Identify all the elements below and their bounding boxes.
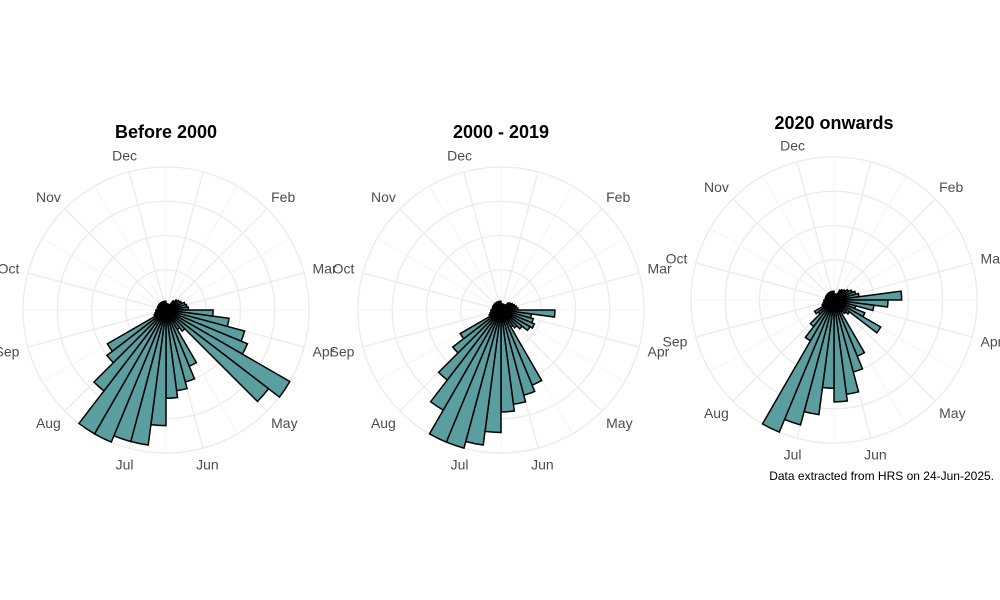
- month-label-dec: Dec: [780, 137, 805, 153]
- polar-chart-2: Feb Mar Apr May Jun Jul Aug Sep Oct Nov Dec 2000 - …: [330, 122, 672, 473]
- grid-spoke-minor: [838, 228, 959, 298]
- grid-spoke: [506, 272, 640, 310]
- month-label-feb: Feb: [271, 189, 295, 205]
- month-labels: Feb Mar Apr May Jun Jul Aug Sep Oct Nov Dec: [330, 147, 672, 472]
- grid-spoke-minor: [505, 238, 626, 308]
- month-label-jun: Jun: [196, 457, 219, 473]
- grid-spoke: [834, 161, 872, 295]
- polar-chart-1: Feb Mar Apr May Jun Jul Aug Sep Oct Nov Dec Before …: [0, 122, 337, 473]
- month-label-jul: Jul: [116, 457, 134, 473]
- month-label-aug: Aug: [371, 415, 396, 431]
- grid-spoke: [796, 161, 834, 295]
- month-label-jul: Jul: [451, 457, 469, 473]
- month-label-may: May: [939, 405, 965, 421]
- grid-spoke: [463, 171, 501, 305]
- grid-spoke: [362, 310, 496, 348]
- bars: [761, 288, 903, 434]
- grid-spoke-minor: [836, 175, 906, 296]
- month-label-jun: Jun: [864, 447, 887, 463]
- month-label-apr: Apr: [981, 333, 1000, 349]
- center-hub: [159, 303, 173, 317]
- grid-spoke: [27, 272, 161, 310]
- month-label-oct: Oct: [666, 251, 688, 267]
- month-label-apr: Apr: [313, 343, 335, 359]
- grid-spoke: [837, 303, 936, 402]
- bars: [428, 300, 556, 450]
- month-labels: Feb Mar Apr May Jun Jul Aug Sep Oct Nov Dec: [0, 147, 337, 472]
- month-label-nov: Nov: [371, 189, 396, 205]
- grid-spoke: [695, 300, 829, 338]
- grid-spoke-minor: [709, 302, 830, 372]
- month-label-may: May: [271, 415, 297, 431]
- grid-spoke: [171, 272, 305, 310]
- month-label-jun: Jun: [531, 457, 554, 473]
- chart-title: Before 2000: [115, 122, 217, 142]
- month-label-feb: Feb: [606, 189, 630, 205]
- month-label-mar: Mar: [313, 261, 337, 277]
- month-label-nov: Nov: [36, 189, 61, 205]
- polar-chart-3: Feb Mar Apr May Jun Jul Aug Sep Oct Nov Dec 2020 on…: [663, 113, 1000, 463]
- center-hub: [827, 293, 841, 307]
- grid-spoke: [169, 208, 268, 307]
- data-source-caption: Data extracted from HRS on 24-Jun-2025.: [769, 469, 994, 483]
- grid-spoke: [504, 313, 603, 412]
- month-label-dec: Dec: [447, 147, 472, 163]
- grid-spoke-minor: [94, 185, 164, 306]
- chart-title: 2000 - 2019: [453, 122, 549, 142]
- month-label-jul: Jul: [784, 447, 802, 463]
- grid-spoke-minor: [503, 185, 573, 306]
- month-label-aug: Aug: [36, 415, 61, 431]
- bars: [77, 298, 291, 446]
- grid-spoke-minor: [168, 185, 238, 306]
- grid-spoke-minor: [376, 238, 497, 308]
- month-label-sep: Sep: [0, 343, 20, 359]
- grid: [357, 166, 645, 454]
- month-label-aug: Aug: [704, 405, 729, 421]
- grid-spoke: [27, 310, 161, 348]
- grid-spoke: [166, 171, 204, 305]
- month-label-dec: Dec: [112, 147, 137, 163]
- month-label-sep: Sep: [663, 333, 688, 349]
- grid-spoke: [732, 198, 831, 297]
- month-label-feb: Feb: [939, 179, 963, 195]
- month-label-mar: Mar: [648, 261, 672, 277]
- month-label-mar: Mar: [981, 251, 1000, 267]
- grid-spoke: [128, 171, 166, 305]
- chart-title: 2020 onwards: [774, 113, 893, 133]
- grid-spoke-minor: [41, 238, 162, 308]
- grid-spoke: [64, 208, 163, 307]
- grid-spoke: [362, 272, 496, 310]
- grid-spoke: [399, 208, 498, 307]
- month-label-oct: Oct: [333, 261, 355, 277]
- month-label-apr: Apr: [648, 343, 670, 359]
- grid-spoke: [839, 262, 973, 300]
- month-label-may: May: [606, 415, 632, 431]
- center-hub: [494, 303, 508, 317]
- grid-spoke: [501, 171, 539, 305]
- grid-spoke-minor: [170, 238, 291, 308]
- grid-spoke: [837, 198, 936, 297]
- month-label-oct: Oct: [0, 261, 20, 277]
- month-label-nov: Nov: [704, 179, 729, 195]
- grid-spoke-minor: [709, 228, 830, 298]
- grid-spoke: [504, 208, 603, 307]
- month-label-sep: Sep: [330, 343, 355, 359]
- grid-spoke: [695, 262, 829, 300]
- grid-spoke-minor: [762, 175, 832, 296]
- month-labels: Feb Mar Apr May Jun Jul Aug Sep Oct Nov Dec: [663, 137, 1000, 462]
- grid-spoke-minor: [429, 185, 499, 306]
